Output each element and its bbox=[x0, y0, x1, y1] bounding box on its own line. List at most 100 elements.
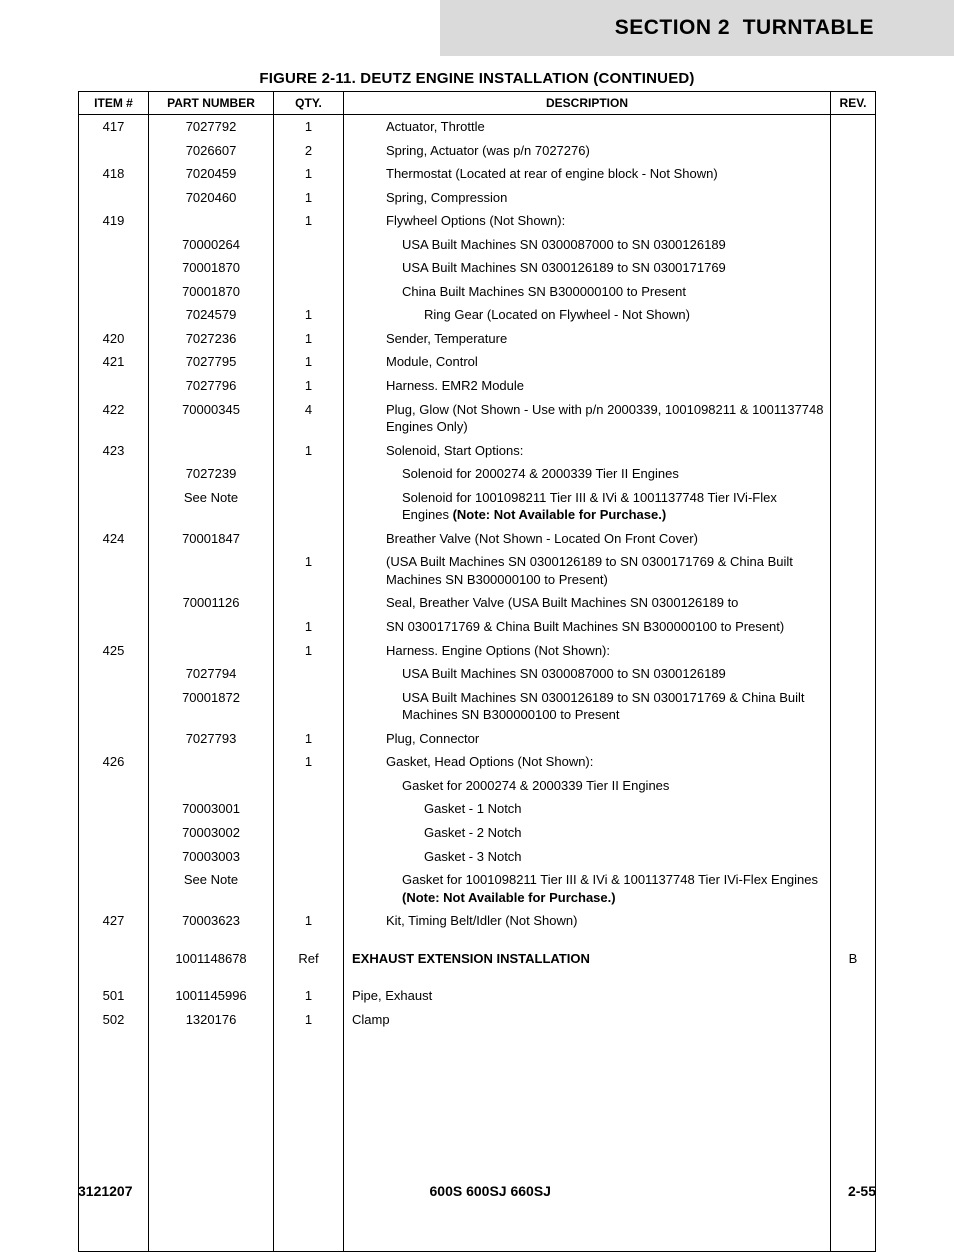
cell-qty: 4 bbox=[274, 398, 344, 439]
cell-item: 423 bbox=[79, 439, 149, 463]
cell-item: 422 bbox=[79, 398, 149, 439]
cell-item bbox=[79, 774, 149, 798]
cell-item bbox=[79, 947, 149, 971]
cell-desc: Harness. Engine Options (Not Shown): bbox=[344, 639, 831, 663]
cell-item bbox=[79, 797, 149, 821]
cell-pn: 70001872 bbox=[149, 686, 274, 727]
cell-desc: USA Built Machines SN 0300126189 to SN 0… bbox=[344, 686, 831, 727]
cell-rev bbox=[831, 350, 876, 374]
cell-rev bbox=[831, 233, 876, 257]
cell-rev bbox=[831, 845, 876, 869]
cell-desc: Plug, Glow (Not Shown - Use with p/n 200… bbox=[344, 398, 831, 439]
cell-rev bbox=[831, 1008, 876, 1032]
cell-rev bbox=[831, 550, 876, 591]
col-pn: PART NUMBER bbox=[149, 92, 274, 115]
cell-qty bbox=[274, 527, 344, 551]
cell-pn bbox=[149, 439, 274, 463]
cell-qty: 1 bbox=[274, 639, 344, 663]
cell-pn: 70001870 bbox=[149, 256, 274, 280]
cell-item: 501 bbox=[79, 984, 149, 1008]
table-row: See NoteSolenoid for 1001098211 Tier III… bbox=[79, 486, 876, 527]
cell-rev bbox=[831, 750, 876, 774]
cell-item bbox=[79, 303, 149, 327]
table-row bbox=[79, 933, 876, 947]
table-row: 41870204591Thermostat (Located at rear o… bbox=[79, 162, 876, 186]
cell-desc: Thermostat (Located at rear of engine bl… bbox=[344, 162, 831, 186]
cell-qty bbox=[274, 686, 344, 727]
cell-qty: 1 bbox=[274, 350, 344, 374]
cell-item bbox=[79, 662, 149, 686]
cell-qty: 1 bbox=[274, 550, 344, 591]
cell-desc: Kit, Timing Belt/Idler (Not Shown) bbox=[344, 909, 831, 933]
cell-pn: 7027795 bbox=[149, 350, 274, 374]
cell-pn: 7020460 bbox=[149, 186, 274, 210]
cell-item bbox=[79, 256, 149, 280]
parts-table: ITEM # PART NUMBER QTY. DESCRIPTION REV.… bbox=[78, 91, 876, 1252]
cell-qty: 1 bbox=[274, 186, 344, 210]
cell-pn bbox=[149, 774, 274, 798]
table-row: 70001872 USA Built Machines SN 0300126189… bbox=[79, 686, 876, 727]
cell-desc: Sender, Temperature bbox=[344, 327, 831, 351]
cell-item: 427 bbox=[79, 909, 149, 933]
table-row: 4261Gasket, Head Options (Not Shown): bbox=[79, 750, 876, 774]
cell-pn bbox=[149, 550, 274, 591]
cell-desc: Plug, Connector bbox=[344, 727, 831, 751]
cell-pn bbox=[149, 615, 274, 639]
table-row: 1(USA Built Machines SN 0300126189 to SN… bbox=[79, 550, 876, 591]
table-row: 70001126Seal, Breather Valve (USA Built … bbox=[79, 591, 876, 615]
cell-desc: Flywheel Options (Not Shown): bbox=[344, 209, 831, 233]
cell-rev bbox=[831, 527, 876, 551]
page-footer: 3121207 600S 600SJ 660SJ 2-55 bbox=[78, 1183, 876, 1199]
cell-item bbox=[79, 186, 149, 210]
cell-qty bbox=[274, 233, 344, 257]
cell-qty: 1 bbox=[274, 1008, 344, 1032]
cell-pn bbox=[149, 639, 274, 663]
cell-pn: 70003002 bbox=[149, 821, 274, 845]
cell-desc: Solenoid for 2000274 & 2000339 Tier II E… bbox=[344, 462, 831, 486]
cell-pn: 7026607 bbox=[149, 139, 274, 163]
footer-left: 3121207 bbox=[78, 1183, 133, 1199]
cell-desc: Gasket - 1 Notch bbox=[344, 797, 831, 821]
cell-item: 424 bbox=[79, 527, 149, 551]
cell-desc: Gasket for 2000274 & 2000339 Tier II Eng… bbox=[344, 774, 831, 798]
cell-pn: 70000264 bbox=[149, 233, 274, 257]
cell-pn: 7027794 bbox=[149, 662, 274, 686]
footer-right: 2-55 bbox=[848, 1183, 876, 1199]
cell-item bbox=[79, 868, 149, 909]
table-row: 42170277951Module, Control bbox=[79, 350, 876, 374]
cell-pn: 7027793 bbox=[149, 727, 274, 751]
cell-qty bbox=[274, 280, 344, 304]
cell-desc: USA Built Machines SN 0300087000 to SN 0… bbox=[344, 233, 831, 257]
cell-item: 421 bbox=[79, 350, 149, 374]
cell-pn: 7024579 bbox=[149, 303, 274, 327]
cell-qty: 1 bbox=[274, 115, 344, 139]
footer-center: 600S 600SJ 660SJ bbox=[430, 1183, 551, 1199]
cell-item bbox=[79, 591, 149, 615]
table-row: 70001870China Built Machines SN B3000001… bbox=[79, 280, 876, 304]
cell-pn: 70001847 bbox=[149, 527, 274, 551]
cell-item: 419 bbox=[79, 209, 149, 233]
cell-desc: Actuator, Throttle bbox=[344, 115, 831, 139]
cell-desc: China Built Machines SN B300000100 to Pr… bbox=[344, 280, 831, 304]
cell-qty: 2 bbox=[274, 139, 344, 163]
cell-rev bbox=[831, 797, 876, 821]
cell-qty: 1 bbox=[274, 909, 344, 933]
cell-item bbox=[79, 486, 149, 527]
table-row: 50213201761Clamp bbox=[79, 1008, 876, 1032]
table-row: 70003003Gasket - 3 Notch bbox=[79, 845, 876, 869]
cell-desc: SN 0300171769 & China Built Machines SN … bbox=[344, 615, 831, 639]
section-title: SECTION 2 TURNTABLE bbox=[615, 16, 874, 40]
table-row: 427700036231Kit, Timing Belt/Idler (Not … bbox=[79, 909, 876, 933]
cell-desc: EXHAUST EXTENSION INSTALLATION bbox=[344, 947, 831, 971]
cell-rev bbox=[831, 398, 876, 439]
cell-rev bbox=[831, 727, 876, 751]
cell-item: 425 bbox=[79, 639, 149, 663]
table-row: 1SN 0300171769 & China Built Machines SN… bbox=[79, 615, 876, 639]
cell-qty bbox=[274, 662, 344, 686]
cell-qty: 1 bbox=[274, 439, 344, 463]
cell-rev bbox=[831, 439, 876, 463]
cell-qty bbox=[274, 462, 344, 486]
cell-pn bbox=[149, 750, 274, 774]
cell-qty bbox=[274, 591, 344, 615]
cell-qty: 1 bbox=[274, 327, 344, 351]
